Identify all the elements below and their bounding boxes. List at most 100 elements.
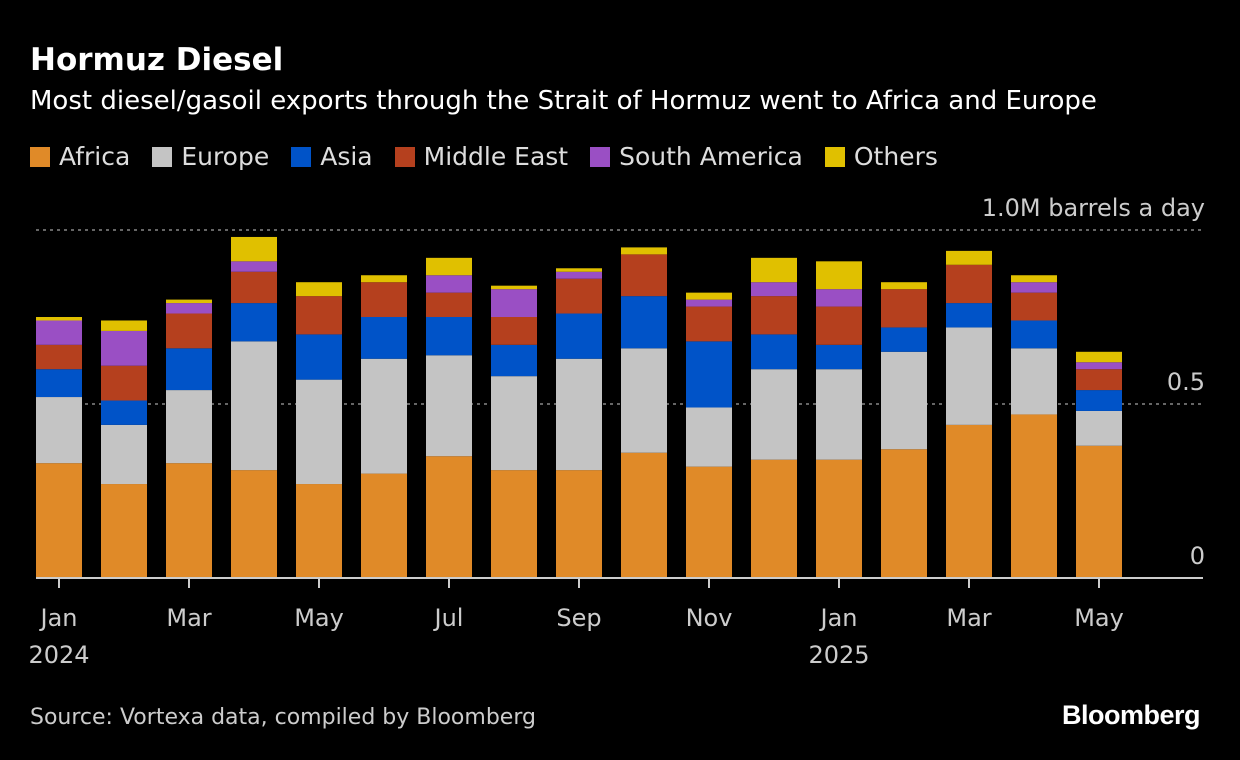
bar-segment-africa [296, 484, 342, 578]
bar-segment-south-america [36, 320, 82, 345]
bar-segment-others [361, 275, 407, 283]
bar-segment-middle-east [231, 271, 277, 304]
bar-segment-others [1011, 275, 1057, 283]
bar-segment-africa [946, 424, 992, 578]
bar-segment-south-america [1076, 362, 1122, 370]
bar-segment-africa [686, 466, 732, 578]
bar-segment-middle-east [686, 306, 732, 342]
legend-label: Middle East [423, 142, 569, 171]
legend-label: Europe [181, 142, 270, 171]
bar-segment-south-america [556, 271, 602, 279]
bar-segment-middle-east [751, 296, 797, 335]
bar-segment-asia [426, 317, 472, 356]
legend-label: Africa [59, 142, 131, 171]
legend-swatch [291, 146, 312, 167]
legend-item: Middle East [394, 142, 569, 171]
bar-segment-middle-east [881, 289, 927, 328]
x-tick-label: Mar [946, 604, 991, 632]
legend: Africa Europe Asia Middle East South America… [30, 142, 938, 171]
x-tick-label: Jan [819, 604, 858, 632]
bar-segment-europe [686, 407, 732, 467]
bar-segment-others [426, 257, 472, 276]
bar-segment-europe [1076, 410, 1122, 446]
bar-segment-europe [946, 327, 992, 425]
bar-segment-africa [361, 473, 407, 578]
legend-item: Europe [152, 142, 269, 171]
bar-segment-africa [881, 449, 927, 578]
bar-segment-europe [426, 355, 472, 457]
x-tick-label: Mar [166, 604, 211, 632]
chart-title: Hormuz Diesel [30, 42, 284, 78]
bar-segment-others [621, 247, 667, 255]
bar-segment-africa [101, 484, 147, 578]
bar-segment-asia [556, 313, 602, 359]
bar-segment-africa [491, 470, 537, 578]
x-tick-label: Sep [556, 604, 601, 632]
bloomberg-logo: Bloomberg [1061, 700, 1201, 730]
bar-segment-middle-east [296, 296, 342, 335]
bar-segment-europe [621, 348, 667, 453]
bar-segment-middle-east [36, 344, 82, 370]
bar-segment-asia [491, 344, 537, 377]
bar-segment-asia [36, 369, 82, 398]
bar-segment-asia [231, 303, 277, 342]
bar-segment-south-america [101, 330, 147, 366]
legend-label: South America [619, 142, 803, 171]
legend-label: Asia [320, 142, 373, 171]
bar-segment-middle-east [1076, 369, 1122, 391]
bar-segment-asia [751, 334, 797, 370]
bar-segment-asia [101, 400, 147, 425]
legend-swatch [30, 146, 50, 167]
bar-segment-africa [426, 456, 472, 578]
bar-segment-others [816, 261, 862, 290]
bar-segment-others [36, 317, 82, 321]
bar-segment-europe [166, 390, 212, 464]
bar-segment-others [296, 282, 342, 297]
bar-segment-south-america [166, 303, 212, 314]
bar-segment-others [491, 285, 537, 290]
x-tick-label: Nov [686, 604, 733, 632]
x-tick-label: May [294, 604, 344, 632]
bar-segment-africa [166, 463, 212, 578]
bar-segment-asia [296, 334, 342, 380]
y-tick-label: 0 [1190, 542, 1205, 570]
bar-segment-middle-east [1011, 292, 1057, 321]
bar-segment-middle-east [621, 254, 667, 297]
bar-segment-europe [231, 341, 277, 471]
bar-segment-europe [1011, 348, 1057, 415]
x-tick-label: Jul [433, 604, 464, 632]
x-tick-label: May [1074, 604, 1124, 632]
bar-segment-africa [621, 452, 667, 578]
x-tick-label: Jan [39, 604, 78, 632]
bar-segment-others [101, 320, 147, 331]
bar-segment-europe [296, 379, 342, 485]
bar-segment-asia [361, 317, 407, 359]
legend-item: Asia [291, 142, 373, 171]
bar-segment-south-america [231, 261, 277, 272]
bar-segment-africa [816, 459, 862, 578]
bar-segment-middle-east [166, 313, 212, 349]
bar-segment-others [556, 268, 602, 272]
bar-segment-middle-east [556, 278, 602, 314]
legend-item: South America [590, 142, 803, 171]
bar-segment-others [231, 236, 277, 262]
bar-segment-south-america [491, 289, 537, 317]
bar-segment-south-america [1011, 282, 1057, 293]
bar-segment-africa [556, 470, 602, 578]
bar-segment-africa [1076, 445, 1122, 578]
legend-swatch [590, 146, 611, 167]
bar-segment-others [686, 292, 732, 300]
bar-segment-south-america [686, 299, 732, 307]
bar-segment-europe [881, 351, 927, 450]
bar-segment-middle-east [816, 306, 862, 345]
bar-segment-middle-east [361, 282, 407, 317]
chart-subtitle: Most diesel/gasoil exports through the S… [30, 86, 1097, 116]
bar-segment-africa [1011, 414, 1057, 578]
bar-segment-asia [816, 344, 862, 370]
x-tick-year: 2024 [28, 641, 89, 669]
bar-segment-others [946, 250, 992, 265]
y-tick-label: 1.0M barrels a day [982, 194, 1205, 222]
legend-item: Africa [30, 142, 130, 171]
bar-segment-south-america [426, 275, 472, 293]
legend-swatch [824, 146, 845, 167]
